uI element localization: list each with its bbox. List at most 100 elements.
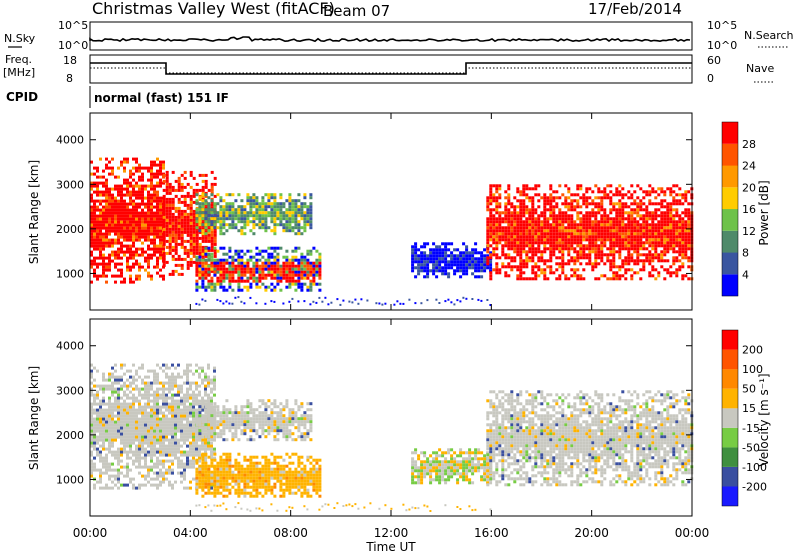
heatmap-cell <box>537 226 541 230</box>
heatmap-cell <box>213 258 217 262</box>
heatmap-cell <box>681 247 685 251</box>
heatmap-cell <box>141 250 144 254</box>
heatmap-cell <box>198 372 201 376</box>
heatmap-cell <box>540 229 544 233</box>
heatmap-cell <box>132 381 135 385</box>
heatmap-cell <box>177 399 180 403</box>
heatmap-cell <box>678 193 682 197</box>
heatmap-cell <box>324 296 327 299</box>
heatmap-cell <box>117 274 120 278</box>
heatmap-cell <box>144 483 147 487</box>
heatmap-cell <box>618 190 622 194</box>
heatmap-cell <box>189 450 192 454</box>
heatmap-cell <box>177 429 180 433</box>
heatmap-cell <box>201 232 205 236</box>
heatmap-cell <box>177 230 181 234</box>
heatmap-cell <box>582 193 586 197</box>
heatmap-cell <box>249 202 253 206</box>
heatmap-cell <box>687 244 691 248</box>
heatmap-cell <box>507 229 511 233</box>
heatmap-cell <box>192 438 195 442</box>
heatmap-cell <box>645 229 649 233</box>
heatmap-cell <box>318 282 322 286</box>
heatmap-cell <box>522 277 526 281</box>
heatmap-cell <box>513 250 517 254</box>
heatmap-cell <box>468 254 472 258</box>
heatmap-cell <box>201 254 205 258</box>
heatmap-cell <box>645 214 649 218</box>
heatmap-cell <box>90 184 93 188</box>
heatmap-cell <box>171 462 174 466</box>
heatmap-cell <box>543 274 547 278</box>
heatmap-cell <box>129 411 132 415</box>
heatmap-cell <box>165 206 169 210</box>
heatmap-cell <box>498 202 502 206</box>
heatmap-cell <box>612 208 616 212</box>
heatmap-cell <box>477 260 481 264</box>
heatmap-cell <box>171 212 175 216</box>
heatmap-cell <box>513 214 517 218</box>
heatmap-cell <box>123 235 126 239</box>
heatmap-cell <box>672 232 676 236</box>
heatmap-cell <box>594 250 598 254</box>
heatmap-cell <box>174 450 177 454</box>
heatmap-cell <box>522 193 526 197</box>
heatmap-cell <box>96 223 99 227</box>
heatmap-cell <box>579 184 583 188</box>
heatmap-cell <box>582 256 586 260</box>
heatmap-cell <box>603 238 607 242</box>
heatmap-cell <box>543 271 547 275</box>
heatmap-cell <box>261 211 265 215</box>
heatmap-cell <box>660 223 664 227</box>
heatmap-cell <box>627 238 631 242</box>
heatmap-cell <box>189 396 192 400</box>
heatmap-cell <box>177 417 180 421</box>
heatmap-cell <box>246 249 250 253</box>
heatmap-cell <box>645 208 649 212</box>
heatmap-cell <box>186 462 189 466</box>
heatmap-cell <box>105 465 108 469</box>
heatmap-cell <box>201 236 205 240</box>
heatmap-cell <box>138 420 141 424</box>
heatmap-cell <box>228 273 232 277</box>
heatmap-cell <box>300 208 304 212</box>
heatmap-cell <box>186 372 189 376</box>
heatmap-cell <box>255 270 259 274</box>
heatmap-cell <box>585 247 589 251</box>
heatmap-cell <box>213 456 216 460</box>
heatmap-cell <box>258 217 262 221</box>
heatmap-cell <box>144 456 147 460</box>
heatmap-cell <box>513 211 517 215</box>
heatmap-cell <box>597 256 601 260</box>
heatmap-cell <box>147 178 150 182</box>
heatmap-cell <box>606 193 610 197</box>
heatmap-cell <box>108 420 111 424</box>
heatmap-cell <box>228 267 232 271</box>
heatmap-cell <box>564 217 568 221</box>
heatmap-cell <box>219 208 223 212</box>
heatmap-cell <box>207 205 211 209</box>
heatmap-cell <box>156 265 159 269</box>
heatmap-cell <box>90 235 93 239</box>
heatmap-cell <box>141 420 144 424</box>
heatmap-cell <box>144 235 147 239</box>
heatmap-cell <box>132 265 135 269</box>
heatmap-cell <box>639 226 643 230</box>
heatmap-cell <box>453 269 457 273</box>
heatmap-cell <box>294 273 298 277</box>
heatmap-cell <box>201 267 205 271</box>
heatmap-cell <box>522 187 526 191</box>
heatmap-cell <box>426 260 430 264</box>
heatmap-cell <box>627 268 631 272</box>
heatmap-cell <box>678 253 682 257</box>
heatmap-cell <box>573 238 577 242</box>
heatmap-cell <box>258 223 262 227</box>
y-tick-label: 3000 <box>56 178 84 191</box>
heatmap-cell <box>648 199 652 203</box>
heatmap-cell <box>570 220 574 224</box>
heatmap-cell <box>102 378 105 382</box>
heatmap-cell <box>201 233 205 237</box>
heatmap-cell <box>642 214 646 218</box>
heatmap-cell <box>567 262 571 266</box>
heatmap-cell <box>150 256 153 260</box>
